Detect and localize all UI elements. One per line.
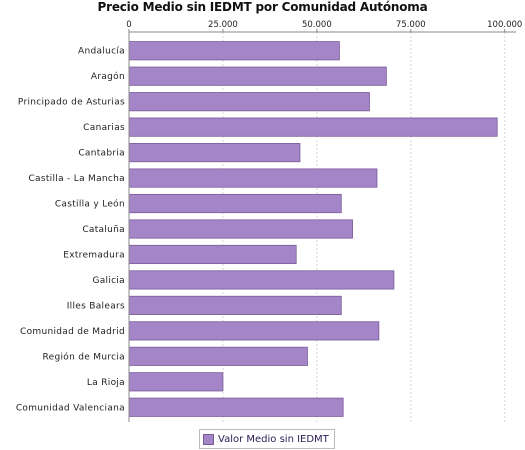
category-label: Comunidad de Madrid <box>20 327 125 337</box>
category-label: Comunidad Valenciana <box>16 403 125 413</box>
category-label: Castilla - La Mancha <box>28 174 125 184</box>
category-label: Canarias <box>83 123 125 133</box>
category-label: Extremadura <box>63 250 125 260</box>
bar <box>128 244 297 265</box>
x-tick-label: 75.000 <box>396 20 426 30</box>
category-label: Cantabria <box>78 149 125 159</box>
bars <box>128 41 498 417</box>
category-label: Illes Balears <box>67 301 125 311</box>
bar <box>128 397 344 417</box>
x-tick-label: 50.000 <box>302 20 332 30</box>
bar <box>128 168 378 188</box>
bar <box>128 143 301 163</box>
bar <box>128 372 224 392</box>
category-label: Cataluña <box>82 225 125 235</box>
category-label: Galicia <box>92 276 125 286</box>
category-label: Castilla y León <box>55 199 125 210</box>
x-axis-ticks: 0 25.000 50.000 75.000 100.000 <box>126 20 522 32</box>
legend: Valor Medio sin IEDMT <box>199 429 335 449</box>
x-tick-label: 0 <box>126 20 131 30</box>
category-label: Región de Murcia <box>42 351 125 362</box>
bar <box>128 219 353 239</box>
x-tick-label: 25.000 <box>208 20 238 30</box>
bar <box>128 321 380 341</box>
bar <box>128 41 340 61</box>
legend-label: Valor Medio sin IEDMT <box>218 433 329 445</box>
category-label: La Rioja <box>87 378 125 388</box>
bar <box>128 193 342 214</box>
bar <box>128 117 498 137</box>
chart-title: Precio Medio sin IEDMT por Comunidad Aut… <box>97 0 428 14</box>
legend-swatch <box>203 433 214 445</box>
category-label: Andalucía <box>78 47 125 57</box>
category-labels: Andalucía Aragón Principado de Asturias Can… <box>16 47 125 414</box>
bar <box>128 92 370 112</box>
category-label: Aragón <box>91 71 125 82</box>
x-tick-label: 100.000 <box>487 20 522 30</box>
bar <box>128 270 395 290</box>
category-label: Principado de Asturias <box>18 98 125 108</box>
bar <box>128 66 387 86</box>
bar <box>128 346 308 366</box>
bar <box>128 295 342 315</box>
